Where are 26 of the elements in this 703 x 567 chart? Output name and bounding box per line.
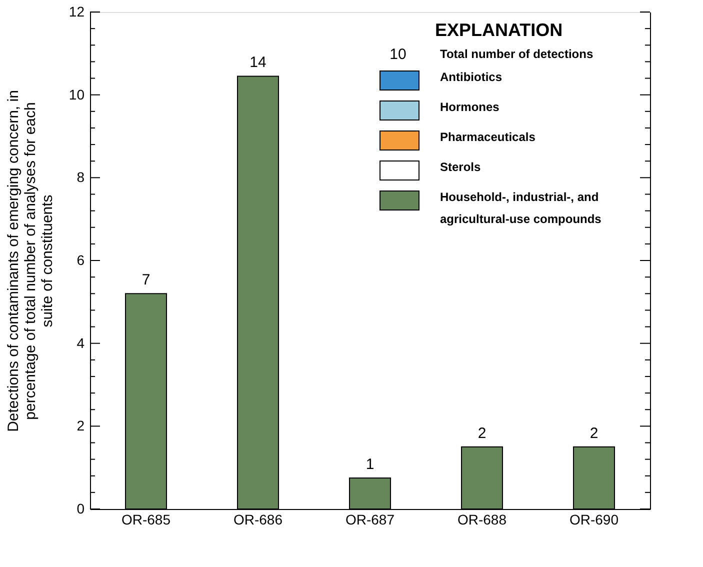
annotation: 10: [390, 46, 406, 63]
legend-label: Pharmaceuticals: [440, 130, 536, 144]
annotation: 2: [478, 424, 486, 442]
legend-label: Household-, industrial-, and agricultural-use compounds: [440, 190, 602, 226]
annotation: 1: [366, 456, 374, 473]
y-tick-label: 4: [76, 334, 85, 351]
x-tick-label: OR-687: [345, 512, 395, 528]
y-tick-label: 12: [68, 4, 85, 20]
x-tick-label: OR-686: [233, 512, 283, 528]
legend-label: Antibiotics: [440, 70, 502, 84]
y-axis-title: Detections of contaminants of emerging concern, in percentage of total number of analyses for each suite of constituents: [4, 90, 56, 432]
y-tick-label: 0: [76, 500, 85, 516]
annotation: Total number of detections: [440, 47, 594, 61]
annotation: 2: [590, 424, 598, 442]
y-tick-label: 2: [76, 418, 85, 434]
y-tick-label: 10: [68, 86, 85, 102]
legend-title: EXPLANATION: [435, 20, 563, 40]
x-tick-label: OR-685: [121, 512, 171, 528]
x-tick-label: OR-690: [569, 512, 619, 528]
annotation: 14: [250, 54, 266, 72]
x-tick-label: OR-688: [457, 512, 507, 528]
legend-label: Sterols: [440, 160, 482, 174]
y-tick-label: 8: [76, 169, 85, 186]
annotation: 7: [142, 272, 150, 289]
y-tick-label: 6: [76, 252, 85, 268]
legend-label: Hormones: [440, 100, 500, 114]
